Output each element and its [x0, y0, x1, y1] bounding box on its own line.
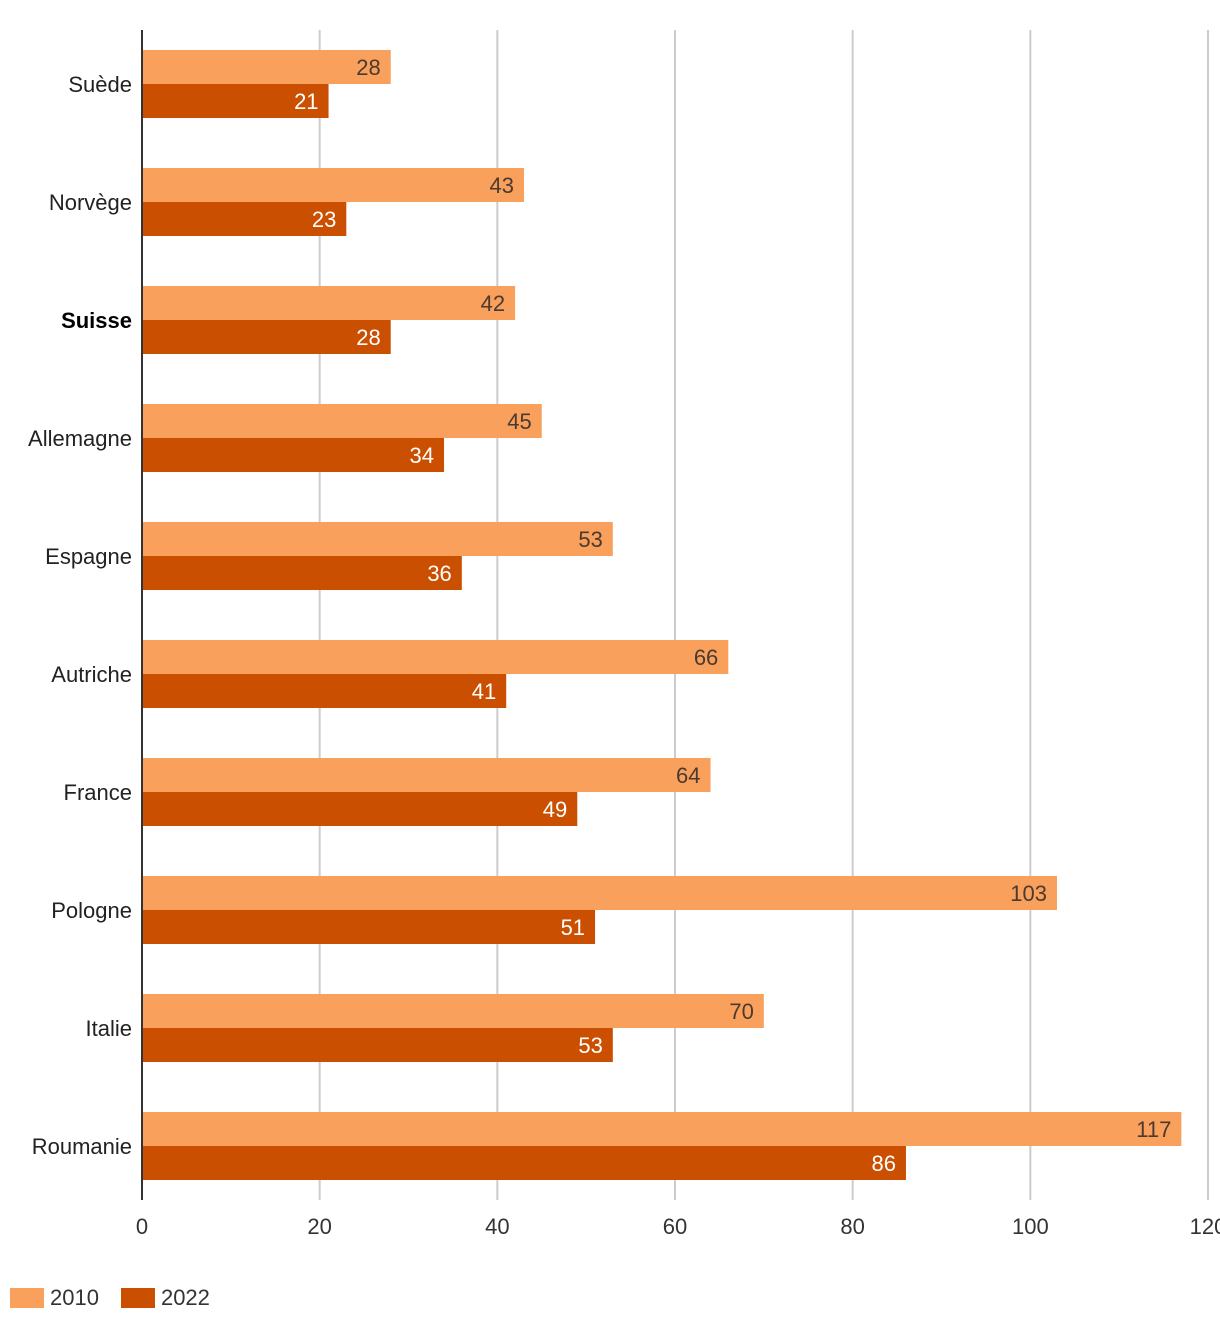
bar-autriche-2010 — [142, 640, 729, 674]
value-label-roumanie-2022: 86 — [871, 1151, 895, 1176]
value-label-norvege-2022: 23 — [312, 207, 336, 232]
bar-france-2010 — [142, 758, 711, 792]
legend-item-2010: 2010 — [10, 1285, 99, 1311]
value-label-espagne-2022: 36 — [427, 561, 451, 586]
legend-label-2022: 2022 — [160, 1285, 210, 1310]
bar-chart: 28 21 43 23 42 28 45 34 53 36 66 41 64 49 103 51 70 53 117… — [28, 30, 1220, 1239]
value-label-italie-2022: 53 — [578, 1033, 602, 1058]
bar-pologne-2022 — [142, 910, 596, 944]
bar-italie-2010 — [142, 994, 764, 1028]
x-tick-labels: 0 20 40 60 80 100 120 — [136, 1214, 1220, 1239]
bar-allemagne-2010 — [142, 404, 542, 438]
bar-autriche-2022 — [142, 674, 507, 708]
bar-suede-2022 — [142, 84, 329, 118]
category-label-norvege: Norvège — [49, 190, 132, 215]
value-label-norvege-2010: 43 — [489, 173, 513, 198]
value-label-autriche-2010: 66 — [694, 645, 718, 670]
category-labels: Suède Norvège Suisse Allemagne Espagne Autric… — [28, 72, 132, 1159]
bar-norvege-2022 — [142, 202, 347, 236]
value-label-italie-2010: 70 — [729, 999, 753, 1024]
bar-suisse-2010 — [142, 286, 516, 320]
value-label-france-2010: 64 — [676, 763, 700, 788]
category-label-suisse: Suisse — [61, 308, 132, 333]
legend-swatch-2010 — [10, 1288, 44, 1308]
x-tick-label-40: 40 — [485, 1214, 509, 1239]
x-tick-label-60: 60 — [663, 1214, 687, 1239]
bar-france-2022 — [142, 792, 578, 826]
value-label-autriche-2022: 41 — [472, 679, 496, 704]
category-label-espagne: Espagne — [45, 544, 132, 569]
category-label-roumanie: Roumanie — [32, 1134, 132, 1159]
legend: 2010 2022 — [10, 1285, 232, 1311]
value-label-allemagne-2022: 34 — [410, 443, 434, 468]
bars: 28 21 43 23 42 28 45 34 53 36 66 41 64 49 103 51 70 53 117… — [142, 50, 1182, 1180]
bar-suisse-2022 — [142, 320, 391, 354]
legend-label-2010: 2010 — [50, 1285, 99, 1310]
value-label-espagne-2010: 53 — [578, 527, 602, 552]
value-label-suede-2022: 21 — [294, 89, 318, 114]
value-label-pologne-2010: 103 — [1010, 881, 1047, 906]
bar-espagne-2010 — [142, 522, 613, 556]
bar-pologne-2010 — [142, 876, 1057, 910]
value-label-suisse-2010: 42 — [481, 291, 505, 316]
value-label-suisse-2022: 28 — [356, 325, 380, 350]
bar-roumanie-2022 — [142, 1146, 906, 1180]
category-label-suede: Suède — [68, 72, 132, 97]
x-tick-label-80: 80 — [840, 1214, 864, 1239]
category-label-autriche: Autriche — [51, 662, 132, 687]
bar-roumanie-2010 — [142, 1112, 1182, 1146]
category-label-france: France — [64, 780, 132, 805]
bar-allemagne-2022 — [142, 438, 445, 472]
x-tick-label-20: 20 — [307, 1214, 331, 1239]
bar-norvege-2010 — [142, 168, 524, 202]
category-label-pologne: Pologne — [51, 898, 132, 923]
x-tick-label-100: 100 — [1012, 1214, 1049, 1239]
legend-swatch-2022 — [120, 1288, 155, 1308]
bar-italie-2022 — [142, 1028, 613, 1062]
category-label-allemagne: Allemagne — [28, 426, 132, 451]
x-tick-label-0: 0 — [136, 1214, 148, 1239]
value-label-pologne-2022: 51 — [561, 915, 585, 940]
value-label-allemagne-2010: 45 — [507, 409, 531, 434]
category-label-italie: Italie — [86, 1016, 132, 1041]
value-label-roumanie-2010: 117 — [1136, 1117, 1171, 1142]
x-tick-label-120: 120 — [1190, 1214, 1220, 1239]
bar-espagne-2022 — [142, 556, 462, 590]
legend-item-2022: 2022 — [120, 1285, 210, 1311]
value-label-france-2022: 49 — [543, 797, 567, 822]
value-label-suede-2010: 28 — [356, 55, 380, 80]
bar-suede-2010 — [142, 50, 391, 84]
